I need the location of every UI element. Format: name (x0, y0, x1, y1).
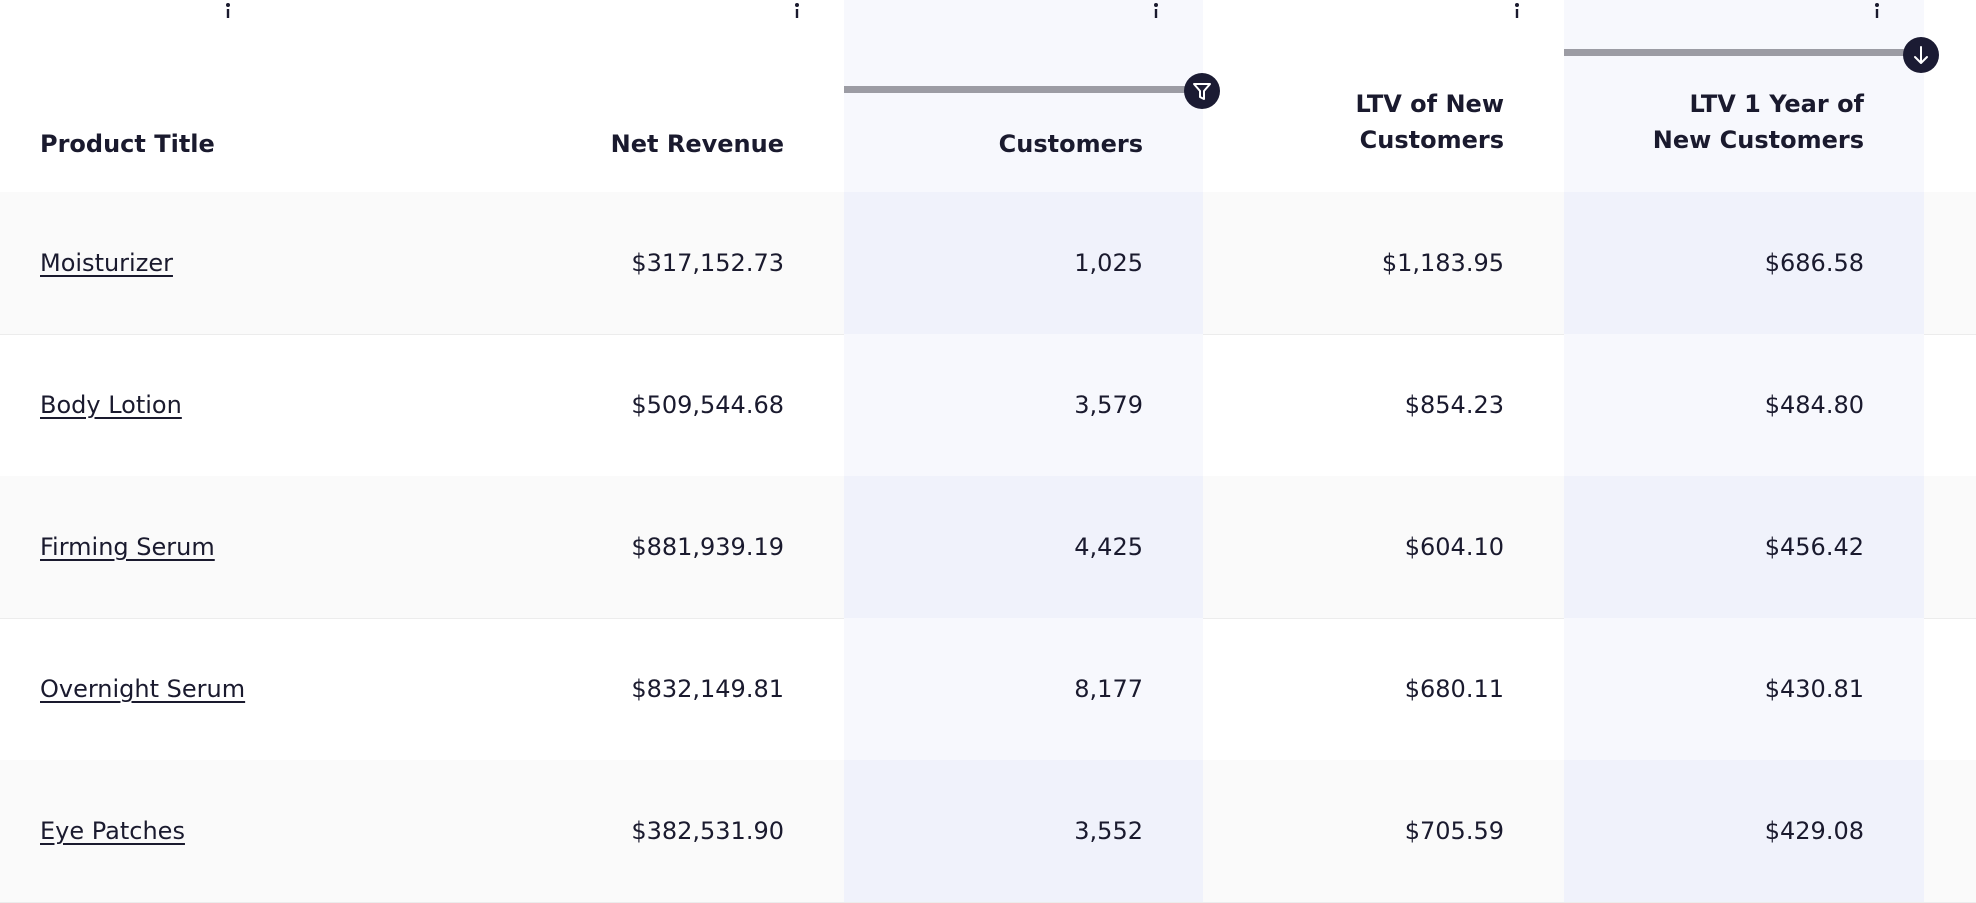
cell-value: $317,152.73 (631, 249, 784, 277)
row-fill (1924, 334, 1976, 476)
column-header: LTV 1 Year of New Customers (1564, 0, 1924, 192)
table-cell: $881,939.19 (561, 476, 844, 618)
table-cell: $456.42 (1564, 476, 1924, 618)
table-cell: $484.80 (1564, 334, 1924, 476)
table-cell: $680.11 (1203, 618, 1564, 760)
sort-bar (1564, 49, 1924, 56)
header-label: Net Revenue (610, 130, 784, 158)
sort-icon[interactable] (1903, 37, 1939, 73)
row-fill (1924, 192, 1976, 334)
table-cell: 8,177 (844, 618, 1203, 760)
cell-value: $604.10 (1404, 533, 1504, 561)
table-cell: $429.08 (1564, 760, 1924, 902)
table-cell: $705.59 (1203, 760, 1564, 902)
cell-value: $484.80 (1764, 391, 1864, 419)
column-header: Net Revenue (561, 0, 844, 192)
info-icon[interactable] (792, 0, 802, 20)
header-label: LTV 1 Year of New Customers (1652, 90, 1864, 154)
table-cell: Overnight Serum (0, 618, 561, 760)
filter-icon[interactable] (1184, 73, 1220, 109)
header-label: Customers (998, 130, 1143, 158)
table-cell: 3,579 (844, 334, 1203, 476)
cell-value: $680.11 (1404, 675, 1504, 703)
column-header: Product Title (0, 0, 561, 192)
cell-value: 8,177 (1074, 675, 1143, 703)
table-cell: $382,531.90 (561, 760, 844, 902)
row-fill (1924, 760, 1976, 902)
info-icon[interactable] (1872, 0, 1882, 20)
column-header: LTV of New Customers (1203, 0, 1564, 192)
header-label: Product Title (40, 130, 215, 158)
cell-value: $881,939.19 (631, 533, 784, 561)
table-cell: $317,152.73 (561, 192, 844, 334)
table-cell: $430.81 (1564, 618, 1924, 760)
table-cell: Moisturizer (0, 192, 561, 334)
cell-value: $456.42 (1764, 533, 1864, 561)
table-cell: Eye Patches (0, 760, 561, 902)
product-link[interactable]: Body Lotion (40, 391, 182, 419)
cell-value: $854.23 (1404, 391, 1504, 419)
info-icon[interactable] (1512, 0, 1522, 20)
cell-value: 4,425 (1074, 533, 1143, 561)
row-fill (1924, 476, 1976, 618)
table-cell: Body Lotion (0, 334, 561, 476)
table-cell: $604.10 (1203, 476, 1564, 618)
info-icon[interactable] (1151, 0, 1161, 20)
cell-value: $382,531.90 (631, 817, 784, 845)
table-cell: $832,149.81 (561, 618, 844, 760)
table-cell: 3,552 (844, 760, 1203, 902)
product-link[interactable]: Firming Serum (40, 533, 215, 561)
table-cell: Firming Serum (0, 476, 561, 618)
cell-value: $686.58 (1764, 249, 1864, 277)
row-fill (1924, 618, 1976, 760)
cell-value: 3,579 (1074, 391, 1143, 419)
header-label: LTV of New Customers (1355, 90, 1504, 154)
cell-value: $509,544.68 (631, 391, 784, 419)
cell-value: $705.59 (1404, 817, 1504, 845)
cell-value: $1,183.95 (1381, 249, 1504, 277)
filter-bar (844, 86, 1203, 93)
info-icon[interactable] (223, 0, 233, 20)
table-cell: $686.58 (1564, 192, 1924, 334)
table-cell: $854.23 (1203, 334, 1564, 476)
product-link[interactable]: Moisturizer (40, 249, 173, 277)
cell-value: $832,149.81 (631, 675, 784, 703)
table-cell: $1,183.95 (1203, 192, 1564, 334)
product-link[interactable]: Overnight Serum (40, 675, 246, 703)
product-link[interactable]: Eye Patches (40, 817, 185, 845)
cell-value: 3,552 (1074, 817, 1143, 845)
table-cell: 4,425 (844, 476, 1203, 618)
cell-value: 1,025 (1074, 249, 1143, 277)
table-cell: 1,025 (844, 192, 1203, 334)
column-header: Customers (844, 0, 1203, 192)
cell-value: $430.81 (1764, 675, 1864, 703)
cell-value: $429.08 (1764, 817, 1864, 845)
table-cell: $509,544.68 (561, 334, 844, 476)
